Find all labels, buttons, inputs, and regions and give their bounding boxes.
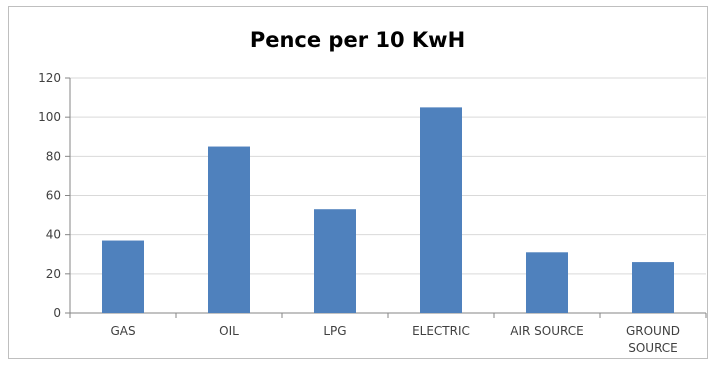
x-tick-label: ELECTRIC	[412, 324, 470, 338]
x-tick-label: AIR SOURCE	[510, 324, 583, 338]
bar-gas	[102, 240, 144, 313]
x-tick-label: SOURCE	[628, 341, 678, 355]
chart-title: Pence per 10 KwH	[249, 28, 466, 52]
y-tick-label: 80	[46, 149, 61, 163]
x-tick-label: GROUND	[626, 324, 680, 338]
y-tick-label: 100	[38, 110, 61, 124]
y-tick-label: 20	[46, 267, 61, 281]
bar-lpg	[314, 209, 356, 313]
bar-ground-source	[632, 262, 674, 313]
bar-oil	[208, 146, 250, 313]
y-tick-label: 40	[46, 228, 61, 242]
y-tick-label: 0	[53, 306, 61, 320]
x-tick-label: OIL	[219, 324, 239, 338]
bar-air-source	[526, 252, 568, 313]
y-tick-label: 120	[38, 71, 61, 85]
x-tick-label: LPG	[323, 324, 346, 338]
y-tick-label: 60	[46, 189, 61, 203]
x-tick-label: GAS	[110, 324, 135, 338]
bar-electric	[420, 107, 462, 313]
